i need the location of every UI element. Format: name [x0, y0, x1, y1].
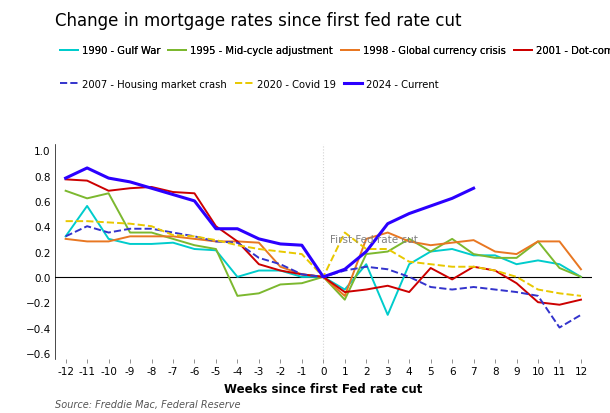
Legend: 1990 - Gulf War, 1995 - Mid-cycle adjustment, 1998 - Global currency crisis, 200: 1990 - Gulf War, 1995 - Mid-cycle adjust… — [60, 46, 610, 56]
Text: Source: Freddie Mac, Federal Reserve: Source: Freddie Mac, Federal Reserve — [55, 399, 240, 409]
X-axis label: Weeks since first Fed rate cut: Weeks since first Fed rate cut — [224, 382, 423, 395]
Text: Change in mortgage rates since first fed rate cut: Change in mortgage rates since first fed… — [55, 12, 461, 30]
Text: First Fed rate cut: First Fed rate cut — [330, 234, 418, 244]
Legend: 2007 - Housing market crash, 2020 - Covid 19, 2024 - Current: 2007 - Housing market crash, 2020 - Covi… — [60, 79, 438, 89]
